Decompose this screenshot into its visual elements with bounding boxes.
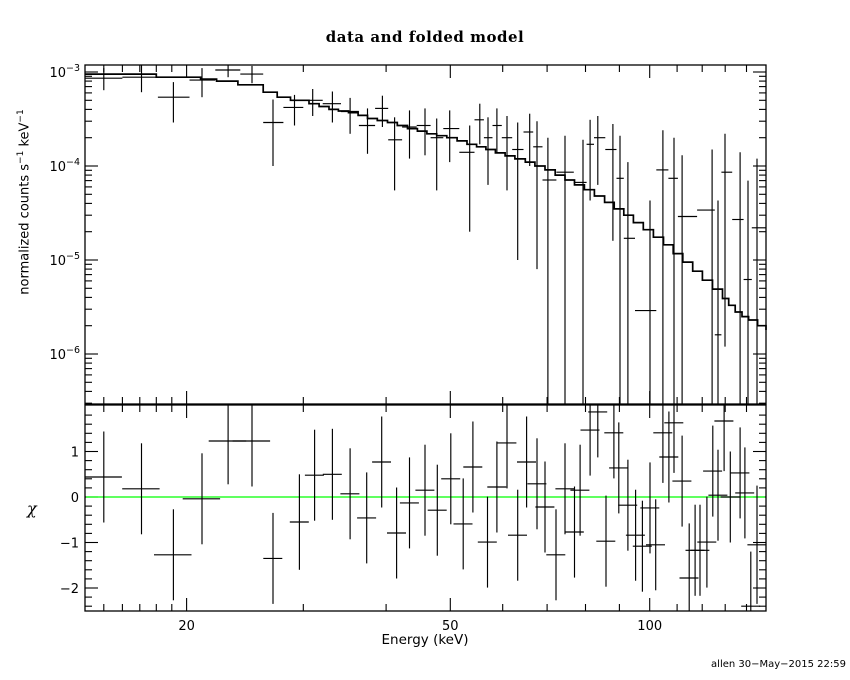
spectrum-data-points bbox=[85, 65, 766, 404]
panel-frames bbox=[84, 64, 767, 612]
y-tick-label: 10−5 bbox=[49, 251, 80, 269]
x-axis-label-energy: Energy (keV) bbox=[381, 632, 469, 648]
x-tick-label: 100 bbox=[637, 619, 662, 634]
ylabel-superscript: −1 bbox=[16, 150, 26, 164]
top-y-ticks bbox=[85, 71, 766, 404]
tick-labels: 10−3 10−4 10−5 10−6 20 50 100 1 0 −1 −2 bbox=[49, 63, 662, 634]
y-axis-label-counts: normalized counts s−1 keV−1 bbox=[16, 109, 32, 294]
chi-tick-label: −1 bbox=[60, 537, 79, 552]
chi-tick-label: 1 bbox=[71, 446, 79, 461]
residual-data-points bbox=[84, 405, 767, 611]
plot-title: data and folded model bbox=[325, 28, 525, 46]
model-step-line bbox=[85, 73, 767, 330]
y-tick-label: 10−6 bbox=[49, 345, 80, 363]
x-tick-label: 20 bbox=[178, 619, 195, 634]
y-tick-label: 10−4 bbox=[49, 157, 80, 175]
ylabel-text: normalized counts s bbox=[17, 163, 33, 295]
x-tick-label: 50 bbox=[442, 619, 459, 634]
top-panel-frame bbox=[84, 64, 767, 405]
ylabel-superscript: −1 bbox=[16, 109, 26, 123]
bottom-panel-frame bbox=[84, 404, 767, 612]
y-axis-label-chi: χ bbox=[27, 499, 37, 518]
chi-tick-label: 0 bbox=[71, 491, 79, 506]
timestamp-watermark: allen 30−May−2015 22:59 bbox=[711, 659, 846, 670]
y-tick-label: 10−3 bbox=[49, 63, 80, 81]
ylabel-text: keV bbox=[17, 122, 33, 151]
chi-tick-label: −2 bbox=[60, 582, 79, 597]
